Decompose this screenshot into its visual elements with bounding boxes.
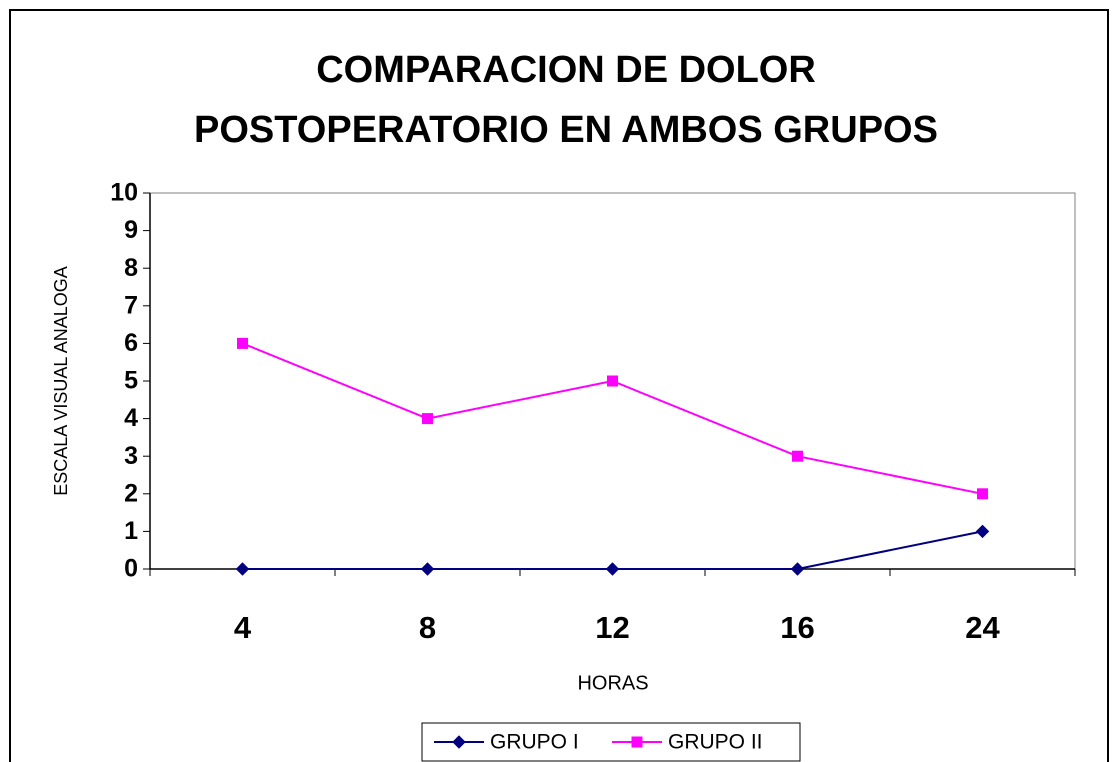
y-tick-label: 6 <box>124 329 138 357</box>
y-tick-label: 9 <box>124 216 138 244</box>
marker <box>977 488 988 500</box>
y-tick-label: 3 <box>124 442 138 470</box>
marker <box>631 736 643 748</box>
chart-title: COMPARACION DE DOLOR <box>316 49 816 91</box>
legend: GRUPO I GRUPO II <box>421 722 801 762</box>
y-tick-label: 5 <box>124 367 138 395</box>
x-axis-title: HORAS <box>577 672 648 694</box>
marker <box>235 562 250 576</box>
y-tick-label: 8 <box>124 254 138 282</box>
y-tick-label: 4 <box>124 404 138 432</box>
marker <box>237 337 248 349</box>
marker <box>420 562 435 576</box>
legend-box <box>421 722 801 762</box>
marker <box>605 562 620 576</box>
x-tick-label: 12 <box>595 610 629 645</box>
chart-title: POSTOPERATORIO EN AMBOS GRUPOS <box>194 109 938 151</box>
y-axis-title: ESCALA VISUAL ANALOGA <box>51 266 71 495</box>
marker <box>792 450 803 462</box>
x-tick-label: 16 <box>780 610 814 645</box>
marker <box>790 562 805 576</box>
y-tick-label: 7 <box>124 291 138 319</box>
marker <box>607 375 618 387</box>
x-tick-label: 8 <box>419 610 436 645</box>
y-tick-label: 0 <box>124 555 138 583</box>
y-tick-label: 2 <box>124 479 138 507</box>
legend-label: GRUPO I <box>490 731 579 754</box>
chart-frame <box>9 9 1109 762</box>
marker <box>452 735 466 749</box>
y-tick-label: 10 <box>110 179 138 207</box>
x-tick-label: 24 <box>965 610 1000 645</box>
x-tick-label: 4 <box>234 610 252 645</box>
legend-label: GRUPO II <box>668 731 763 754</box>
marker <box>975 524 990 539</box>
marker <box>422 413 433 425</box>
y-tick-label: 1 <box>124 517 138 545</box>
